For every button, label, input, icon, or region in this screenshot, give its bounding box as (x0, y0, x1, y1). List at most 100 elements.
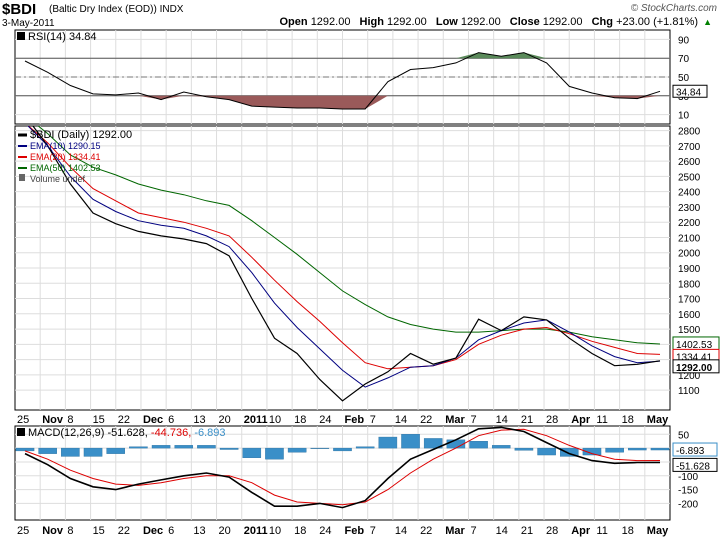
x-tick-label: 18 (622, 525, 634, 537)
legend-label: EMA(10) 1290.15 (30, 141, 101, 151)
x-tick-label: Feb (345, 414, 365, 426)
x-tick-label: 18 (622, 414, 634, 426)
price-tick-label: 1600 (678, 310, 701, 321)
macd-hist-bar (129, 446, 148, 449)
high-label: High (359, 16, 384, 28)
price-tick-label: 1800 (678, 279, 701, 290)
rsi-line (24, 52, 661, 110)
quote-bar: Open 1292.00 High 1292.00 Low 1292.00 Cl… (280, 16, 713, 28)
x-tick-label: 13 (193, 525, 205, 537)
macd-hist-bar (174, 445, 194, 449)
x-tick-label: 8 (67, 414, 73, 426)
chart-header: $BDI (Baltic Dry Index (EOD)) INDX 3-May… (0, 0, 720, 30)
price-tick-label: 2800 (678, 127, 701, 138)
x-tick-label: 11 (596, 414, 607, 426)
price-tick-label: 2400 (678, 188, 701, 199)
rsi-tick-label: 70 (678, 54, 690, 65)
macd-hist-bar (537, 447, 556, 456)
macd-hist-bar (491, 445, 511, 449)
x-tick-label: 24 (319, 414, 331, 426)
x-tick-label: 11 (596, 525, 607, 537)
x-tick-label: 25 (17, 525, 29, 537)
macd-signal-line (24, 428, 661, 506)
macd-hist-bar (83, 447, 103, 457)
high-value: 1292.00 (387, 16, 427, 28)
price-current-label: 1292.00 (676, 363, 713, 374)
ema10-line (27, 126, 661, 388)
x-tick-label: 14 (496, 414, 508, 426)
x-tick-label: 10 (269, 525, 281, 537)
macd-hist-bar (378, 436, 398, 449)
macd-current-label: -6.893 (676, 446, 705, 457)
macd-hist-bar (310, 447, 330, 449)
x-tick-label: 14 (395, 414, 407, 426)
x-tick-label: 7 (370, 414, 376, 426)
macd-hist-bar (650, 447, 670, 451)
price-tick-label: 1500 (678, 325, 701, 336)
brand-logo[interactable]: © StockCharts.com (630, 3, 717, 14)
x-tick-label: 21 (521, 414, 533, 426)
macd-hist-bar (38, 447, 57, 454)
x-tick-label: 22 (118, 414, 130, 426)
symbol-name: (Baltic Dry Index (EOD)) INDX (49, 4, 183, 15)
macd-tick-label: -200 (678, 499, 698, 510)
price-tick-label: 2100 (678, 233, 701, 244)
macd-hist-bar (423, 438, 443, 449)
symbol: $BDI (2, 1, 37, 18)
price-tick-label: 1900 (678, 264, 701, 275)
x-tick-label: 7 (470, 414, 476, 426)
macd-tick-label: -100 (678, 472, 698, 483)
x-tick-label: 13 (193, 414, 205, 426)
price-tick-label: 2200 (678, 218, 701, 229)
x-tick-label: Dec (143, 525, 163, 537)
macd-hist-bar (469, 441, 488, 449)
price-tick-label: 2700 (678, 142, 701, 153)
x-tick-label: Nov (42, 414, 64, 426)
x-tick-label: 7 (470, 525, 476, 537)
legend-label: EMA(20) 1334.41 (30, 152, 101, 162)
low-value: 1292.00 (460, 16, 501, 28)
macd-hist-bar (15, 447, 35, 452)
x-tick-label: 18 (294, 525, 306, 537)
x-tick-label: 28 (546, 525, 558, 537)
macd-hist-bar (401, 434, 420, 449)
rsi-oversold-fill (183, 95, 388, 109)
x-tick-label: 7 (370, 525, 376, 537)
price-current-label: 1402.53 (676, 340, 713, 351)
macd-hist-bar (628, 447, 647, 451)
rsi-tick-label: 50 (678, 73, 690, 84)
x-tick-label: 22 (118, 525, 130, 537)
close-label: Close (509, 16, 540, 28)
price-tick-label: 1700 (678, 295, 701, 306)
rsi-tick-label: 10 (678, 111, 690, 122)
chg-up-icon: ▲ (703, 17, 712, 27)
price-tick-label: 2500 (678, 172, 701, 183)
price-tick-label: 1100 (678, 386, 700, 397)
price-current-box (672, 359, 720, 374)
ema20-line (27, 126, 661, 370)
macd-legend-part: MACD(12,26,9) (28, 427, 107, 439)
low-label: Low (435, 16, 458, 28)
x-tick-label: Feb (345, 525, 365, 537)
x-tick-label: Apr (571, 414, 591, 426)
macd-hist-bar (219, 447, 239, 450)
macd-hist-bar (605, 447, 624, 453)
ema50-line (37, 126, 661, 345)
x-tick-label: 15 (93, 414, 105, 426)
x-tick-label: 14 (496, 525, 508, 537)
x-tick-label: May (647, 525, 669, 537)
macd-line (24, 426, 661, 509)
macd-hist-bar (151, 445, 171, 449)
open-label: Open (279, 16, 308, 28)
chg-value: +23.00 (+1.81%) (616, 16, 699, 28)
rsi-current-box (672, 84, 708, 98)
macd-hist-bar (582, 447, 602, 456)
price-line (32, 126, 661, 402)
macd-hist-bar (560, 447, 579, 457)
x-tick-label: 14 (395, 525, 407, 537)
macd-hist-bar (61, 447, 80, 457)
legend-label: Volume undef (30, 174, 86, 184)
macd-current-label: -51.628 (676, 461, 710, 472)
